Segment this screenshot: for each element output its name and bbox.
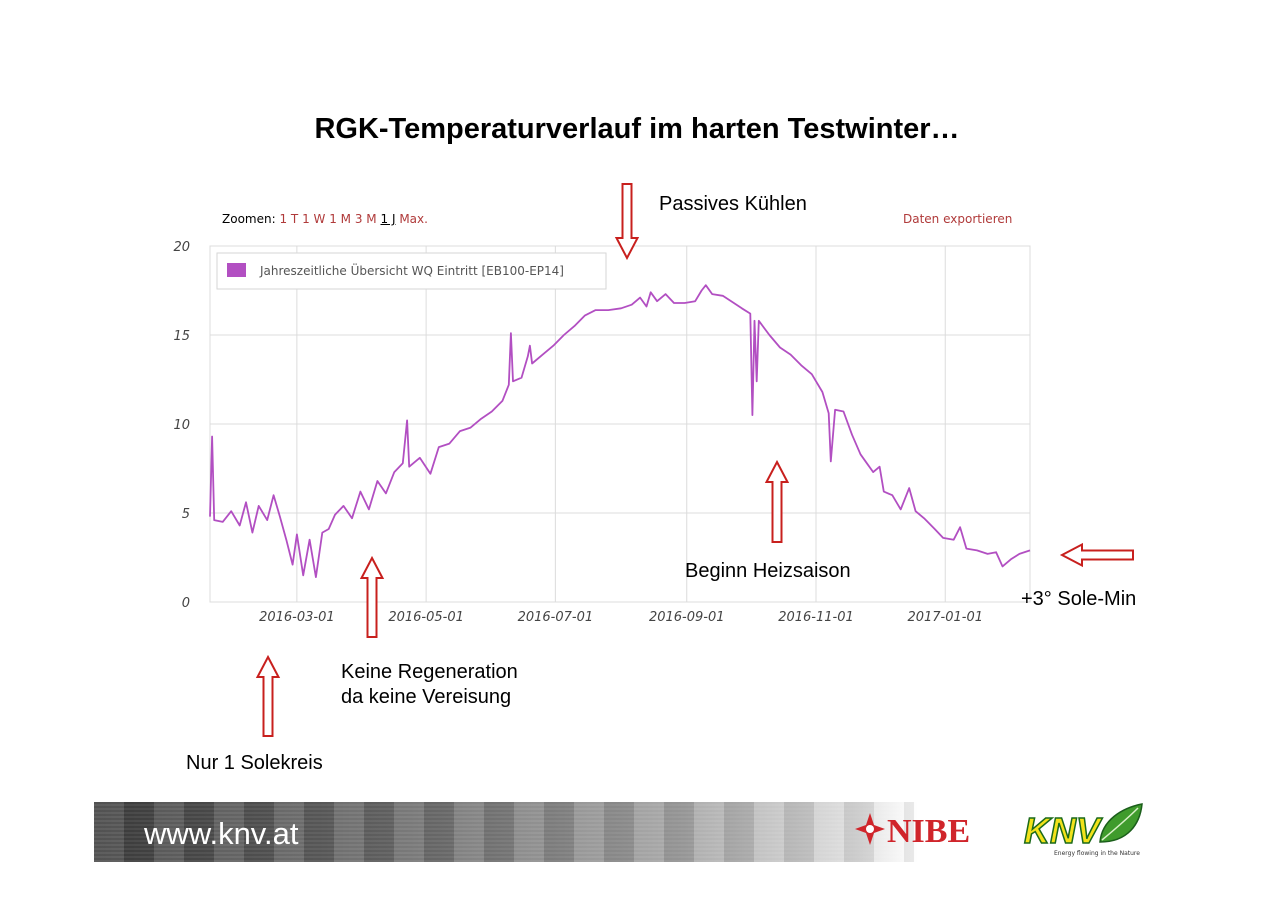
leaf-icon [1099,803,1143,843]
annotation-heating-season: Beginn Heizsaison [685,560,851,582]
y-tick-label: 5 [182,507,190,522]
zoom-option-1j[interactable]: 1 J [380,212,396,226]
nibe-logo-icon [855,813,885,845]
legend-box [216,252,607,290]
x-tick-label: 2017-01-01 [907,610,983,625]
export-data-link[interactable]: Daten exportieren [903,212,1012,226]
chart-legend: Jahreszeitliche Übersicht WQ Eintritt [E… [216,252,607,290]
knv-logo: KNV [1023,809,1101,852]
annotation-no-regeneration-line1: Keine Regeneration [341,661,518,683]
zoom-option-1w[interactable]: 1 W [302,212,326,226]
x-tick-label: 2016-11-01 [778,610,854,625]
legend-label: Jahreszeitliche Übersicht WQ Eintritt [E… [259,262,564,278]
zoom-option-max[interactable]: Max. [399,212,428,226]
zoom-option-1m[interactable]: 1 M [329,212,352,226]
knv-logo-text: KNV [1023,809,1101,852]
slide-title: RGK-Temperaturverlauf im harten Testwint… [314,113,960,145]
x-tick-label: 2016-03-01 [259,610,335,625]
zoom-controls: Zoomen: 1 T 1 W 1 M 3 M 1 J Max. [222,212,428,226]
y-tick-label: 0 [182,596,190,611]
y-axis-ticks: 0 5 10 15 20 [173,240,190,611]
zoom-label: Zoomen: [222,212,276,226]
knv-tagline: Energy flowing in the Nature [1054,850,1140,857]
series-line-wq-eintritt [209,284,1031,578]
footer-banner: www.knv.at NIBE KNV Energy flowing in th… [94,802,1150,862]
x-axis-ticks: 2016-03-01 2016-05-01 2016-07-01 2016-09-01… [259,610,983,625]
nibe-logo-text: NIBE [887,813,971,850]
chart-grid [209,245,1031,603]
x-tick-label: 2016-05-01 [388,610,464,625]
x-tick-label: 2016-09-01 [649,610,725,625]
export-data-label: Daten exportieren [903,212,1013,226]
y-tick-label: 15 [173,329,190,344]
annotation-sole-min: +3° Sole-Min [1021,588,1137,610]
y-tick-label: 10 [173,418,190,433]
zoom-option-1t[interactable]: 1 T [279,212,299,226]
footer-pattern [94,802,914,862]
legend-swatch [227,263,246,277]
footer-url[interactable]: www.knv.at [144,816,299,851]
nibe-logo: NIBE [887,813,970,851]
y-tick-label: 20 [173,240,190,255]
annotation-no-regeneration-line2: da keine Vereisung [341,686,512,708]
x-tick-label: 2016-07-01 [518,610,594,625]
zoom-option-3m[interactable]: 3 M [354,212,377,226]
annotation-passive-cooling: Passives Kühlen [659,193,807,215]
annotation-one-brine-loop: Nur 1 Solekreis [186,752,323,774]
